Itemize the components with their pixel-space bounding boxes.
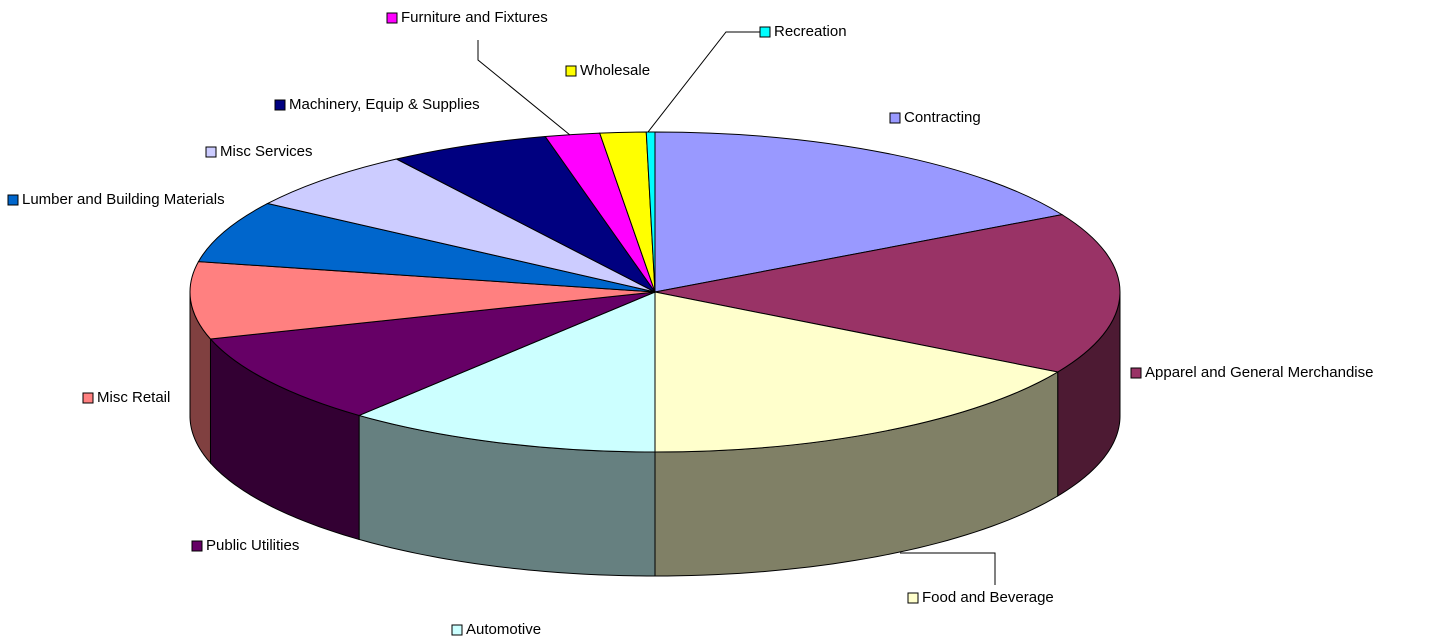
slice-label: Food and Beverage: [922, 589, 1054, 606]
slice-label: Misc Retail: [97, 389, 170, 406]
legend-swatch: [82, 392, 94, 404]
legend-swatch: [7, 194, 19, 206]
legend-swatch: [1130, 367, 1142, 379]
slice-label: Machinery, Equip & Supplies: [289, 96, 480, 113]
slice-label: Apparel and General Merchandise: [1145, 364, 1373, 381]
slice-label: Lumber and Building Materials: [22, 191, 225, 208]
legend-swatch: [274, 99, 286, 111]
slice-label: Contracting: [904, 109, 981, 126]
slice: [189, 261, 656, 340]
slice: [654, 131, 1064, 293]
legend-swatch: [205, 146, 217, 158]
slice: [654, 214, 1121, 373]
slice: [266, 158, 656, 293]
slice: [209, 291, 656, 416]
legend-swatch: [759, 26, 771, 38]
leader-line: [477, 40, 571, 136]
legend-swatch: [191, 540, 203, 552]
slice-label: Furniture and Fixtures: [401, 9, 548, 26]
leader-line: [900, 552, 996, 585]
slice: [395, 135, 656, 293]
slice-label: Misc Services: [220, 143, 313, 160]
slice: [645, 131, 656, 293]
leader-line: [647, 31, 760, 133]
slice: [197, 202, 656, 293]
legend-swatch: [386, 12, 398, 24]
legend-swatch: [565, 65, 577, 77]
legend-swatch: [907, 592, 919, 604]
legend-swatch: [889, 112, 901, 124]
slice-label: Automotive: [466, 621, 541, 638]
slice: [357, 291, 656, 453]
slice-label: Recreation: [774, 23, 847, 40]
slice-label: Public Utilities: [206, 537, 299, 554]
slice-label: Wholesale: [580, 62, 650, 79]
legend-swatch: [451, 624, 463, 636]
slice: [654, 291, 1060, 453]
